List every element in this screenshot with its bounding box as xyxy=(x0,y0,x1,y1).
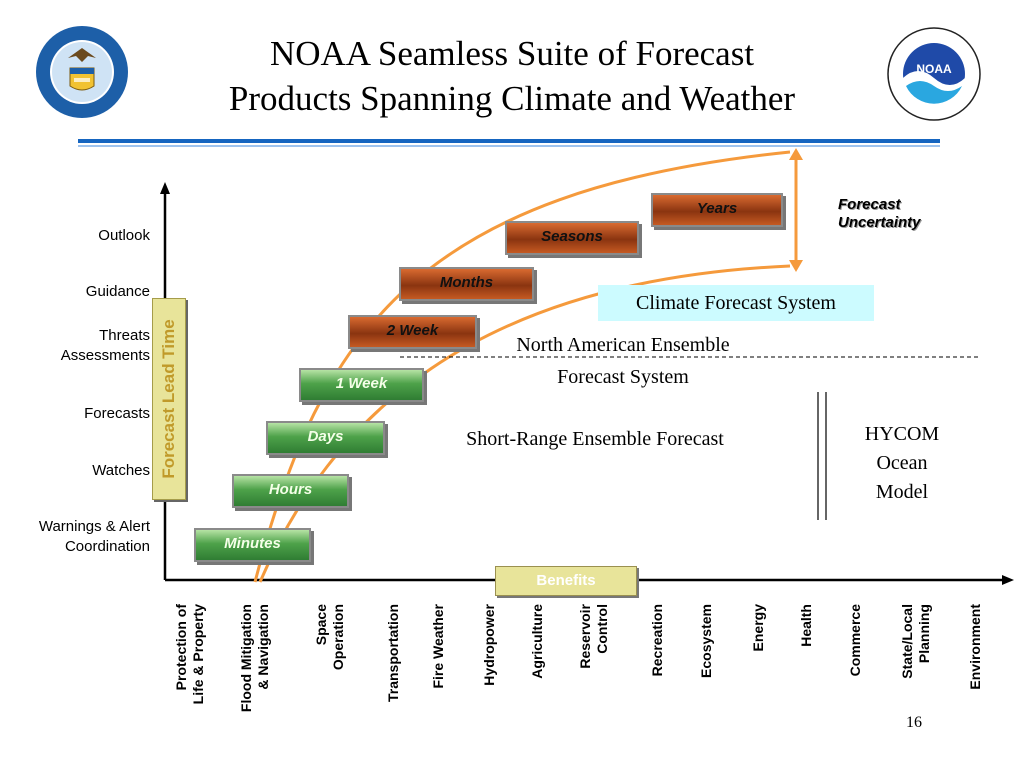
benefits-label: Benefits xyxy=(495,566,637,596)
uncertainty-arrow-up xyxy=(789,148,803,160)
box-1-week: 1 Week xyxy=(299,368,424,402)
uncertainty-arrow-down xyxy=(789,260,803,272)
x-label-line: & Navigation xyxy=(255,604,271,690)
title-line-2: Products Spanning Climate and Weather xyxy=(228,79,796,118)
x-label-line: State/Local xyxy=(899,604,915,679)
x-label: Reservoir Control xyxy=(577,604,611,674)
box-days: Days xyxy=(266,421,385,455)
y-label-guidance: Guidance xyxy=(85,283,150,300)
sref-label: Short-Range Ensemble Forecast xyxy=(466,428,724,450)
x-label: Hydropower xyxy=(481,604,498,688)
x-label-line: Life & Property xyxy=(190,604,206,705)
box-hours: Hours xyxy=(232,474,349,508)
x-axis-arrow xyxy=(1002,575,1014,585)
x-label: Energy xyxy=(750,604,767,656)
y-label-threats: Threats xyxy=(99,327,150,344)
x-label-line: Space xyxy=(313,604,329,646)
title-rule xyxy=(78,139,940,143)
box-months: Months xyxy=(399,267,534,301)
x-label-line: Protection of xyxy=(173,604,189,691)
x-label-line: Health xyxy=(797,604,814,647)
forecast-uncertainty-line-2: Uncertainty xyxy=(838,214,921,231)
title-line-1: NOAA Seamless Suite of Forecast xyxy=(269,34,755,73)
x-label-line: Hydropower xyxy=(480,604,497,686)
x-label-line: Reservoir xyxy=(577,604,593,669)
x-label: Recreation xyxy=(649,604,666,680)
x-label: Space Operation xyxy=(313,604,347,682)
x-label: Protection of Life & Property xyxy=(173,604,207,714)
forecast-uncertainty-label: Forecast Uncertainty xyxy=(838,196,921,232)
page-number: 16 xyxy=(906,714,922,731)
box-years: Years xyxy=(651,193,783,227)
climate-forecast-system-label: Climate Forecast System xyxy=(598,285,874,321)
hycom-line-3: Model xyxy=(875,481,929,503)
x-label: Health xyxy=(798,604,815,650)
y-label-outlook: Outlook xyxy=(98,227,150,244)
x-label-line: Agriculture xyxy=(528,604,545,679)
x-label-line: Planning xyxy=(916,604,932,664)
x-label: State/Local Planning xyxy=(899,604,933,688)
naefs-label-line-2: Forecast System xyxy=(557,366,689,388)
y-label-assessments: Assessments xyxy=(60,347,150,364)
forecast-lead-time-label: Forecast Lead Time xyxy=(152,298,186,500)
uncertainty-curve-lower xyxy=(258,264,791,583)
x-label-line: Control xyxy=(594,604,610,654)
x-label-line: Fire Weather xyxy=(429,604,446,689)
box-seasons: Seasons xyxy=(505,221,639,255)
y-axis-arrow xyxy=(160,182,170,194)
y-label-watches: Watches xyxy=(92,462,150,479)
forecast-uncertainty-line-1: Forecast xyxy=(838,196,901,213)
x-label: Flood Mitigation & Navigation xyxy=(238,604,272,726)
title-rule-light xyxy=(78,145,940,147)
x-label-line: Operation xyxy=(330,604,346,671)
x-label-line: Ecosystem xyxy=(697,604,714,678)
commerce-seal-icon xyxy=(36,26,128,118)
x-label-line: Commerce xyxy=(846,604,863,677)
x-label: Fire Weather xyxy=(430,604,447,692)
noaa-logo-text: NOAA xyxy=(916,62,952,76)
box-minutes: Minutes xyxy=(194,528,311,562)
noaa-logo-icon: NOAA xyxy=(887,27,981,121)
x-label: Agriculture xyxy=(529,604,546,686)
forecast-lead-time-text: Forecast Lead Time xyxy=(159,319,178,479)
hycom-label: HYCOM Ocean Model xyxy=(846,420,958,507)
x-label: Commerce xyxy=(847,604,864,678)
y-label-warnings: Warnings & Alert xyxy=(38,518,150,535)
x-label: Environment xyxy=(967,604,984,698)
hycom-line-1: HYCOM xyxy=(864,423,940,445)
x-label-line: Recreation xyxy=(648,604,665,677)
x-label: Ecosystem xyxy=(698,604,715,682)
y-label-coordination: Coordination xyxy=(64,538,150,555)
naefs-label-line-1: North American Ensemble xyxy=(516,334,730,356)
hycom-line-2: Ocean xyxy=(876,452,928,474)
x-label-line: Transportation xyxy=(384,604,401,703)
x-label-line: Energy xyxy=(749,604,766,652)
x-label: Transportation xyxy=(385,604,402,712)
x-label-line: Flood Mitigation xyxy=(238,604,254,713)
y-label-forecasts: Forecasts xyxy=(84,405,150,422)
x-label-line: Environment xyxy=(966,604,983,690)
box-2-week: 2 Week xyxy=(348,315,477,349)
